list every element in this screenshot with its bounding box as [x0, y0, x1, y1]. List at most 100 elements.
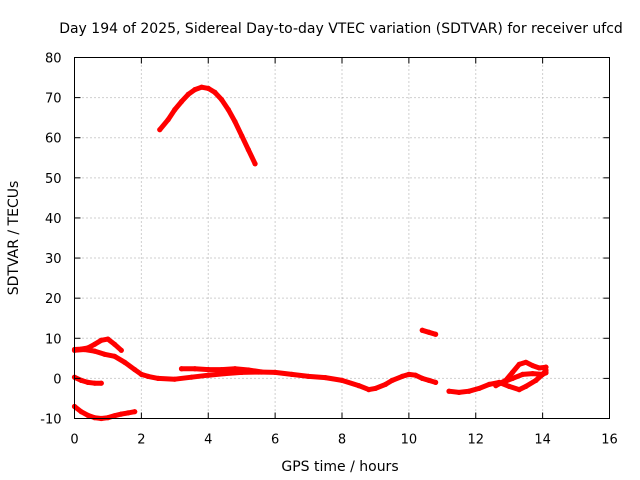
data-point — [165, 117, 171, 123]
tick-layer: 0 2 4 6 8 10 12 14 16 -10 0 10 20 30 40 50 60 70 80 — [40, 52, 618, 448]
data-point — [239, 133, 245, 139]
data-point — [91, 348, 98, 354]
data-point — [192, 366, 198, 372]
data-point — [245, 367, 251, 373]
data-point — [138, 371, 144, 377]
data-point — [98, 337, 104, 343]
data-point — [493, 383, 499, 389]
data-point — [118, 411, 124, 417]
data-point — [212, 89, 218, 95]
data-point — [339, 377, 345, 383]
data-point — [192, 86, 198, 93]
data-point — [372, 385, 379, 392]
data-point — [305, 373, 312, 379]
data-point — [543, 364, 549, 370]
data-point — [536, 365, 542, 371]
data-point — [252, 161, 258, 167]
data-point — [172, 376, 178, 382]
data-point — [98, 380, 104, 386]
data-point — [433, 331, 439, 337]
x-tick-label: 0 — [70, 433, 78, 448]
data-point — [105, 336, 111, 342]
data-point — [509, 369, 516, 375]
data-point — [529, 370, 536, 377]
data-point — [178, 99, 185, 105]
data-point — [112, 341, 118, 347]
data-point — [523, 359, 529, 365]
data-point — [259, 369, 265, 375]
grid-layer — [74, 57, 610, 419]
data-point — [78, 409, 84, 415]
x-tick-label: 2 — [137, 433, 145, 448]
y-tick-label: 40 — [45, 212, 62, 227]
data-point — [91, 380, 98, 386]
data-point — [419, 327, 425, 333]
data-point — [101, 351, 108, 357]
data-point — [85, 379, 91, 385]
data-point — [112, 413, 118, 419]
data-point — [523, 383, 529, 390]
y-tick-label: 30 — [45, 252, 62, 267]
x-tick-label: 8 — [338, 433, 346, 448]
data-point — [245, 147, 251, 153]
data-point — [499, 379, 506, 385]
data-point — [506, 383, 512, 390]
data-point — [389, 377, 395, 383]
data-point — [118, 347, 124, 353]
data-point — [289, 371, 295, 377]
x-tick-label: 16 — [601, 433, 618, 448]
x-tick-label: 12 — [467, 433, 484, 448]
data-point — [122, 359, 128, 365]
x-tick-label: 4 — [204, 433, 212, 448]
data-point — [486, 381, 492, 388]
data-point — [433, 379, 439, 385]
data-point — [205, 372, 211, 378]
data-point — [456, 389, 462, 396]
data-point — [132, 366, 138, 373]
data-point — [105, 415, 111, 421]
data-point — [382, 381, 389, 388]
data-point — [476, 385, 482, 392]
chart-title: Day 194 of 2025, Sidereal Day-to-day VTE… — [59, 21, 623, 37]
y-tick-label: 80 — [45, 52, 62, 67]
y-axis-label: SDTVAR / TECUs — [6, 181, 22, 296]
data-point — [219, 366, 225, 373]
data-point — [516, 387, 522, 393]
data-point — [157, 127, 163, 133]
data-point — [85, 412, 91, 418]
series-layer — [71, 84, 549, 422]
data-point — [81, 346, 88, 353]
data-point — [272, 369, 278, 375]
y-tick-label: 0 — [53, 372, 61, 387]
data-point — [205, 85, 211, 91]
data-point — [543, 370, 549, 376]
data-point — [91, 415, 98, 421]
data-point — [178, 366, 185, 372]
data-point — [516, 361, 522, 367]
data-point — [225, 107, 231, 113]
y-tick-label: 50 — [45, 172, 62, 187]
data-point — [145, 373, 151, 379]
data-point — [466, 388, 472, 394]
data-point — [322, 374, 328, 381]
data-point — [446, 388, 452, 394]
data-point — [188, 374, 195, 380]
data-point — [219, 97, 225, 103]
data-point — [529, 362, 536, 369]
data-point — [232, 366, 238, 372]
data-point — [419, 375, 425, 381]
data-point — [78, 377, 84, 383]
x-tick-label: 6 — [271, 433, 279, 448]
data-point — [366, 387, 372, 393]
data-point — [185, 91, 191, 98]
y-tick-label: 10 — [45, 332, 62, 347]
data-point — [222, 370, 228, 377]
data-point — [155, 375, 161, 381]
y-tick-label: 20 — [45, 292, 62, 307]
x-axis-label: GPS time / hours — [281, 459, 398, 475]
data-point — [198, 84, 205, 90]
y-tick-label: 70 — [45, 92, 62, 107]
data-point — [356, 383, 362, 389]
data-point — [426, 329, 432, 335]
